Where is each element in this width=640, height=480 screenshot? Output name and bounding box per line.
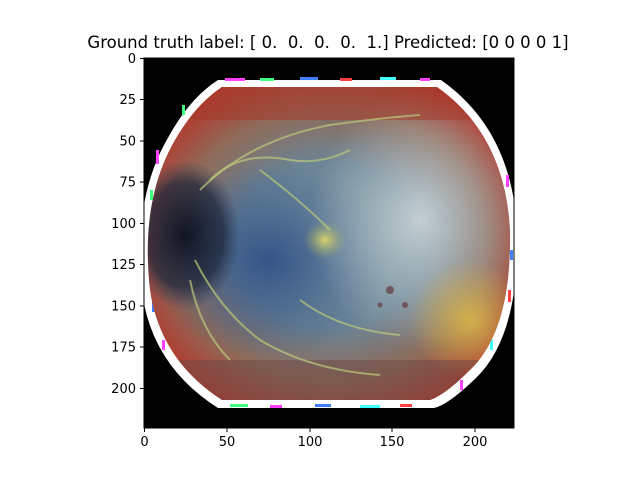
y-tick-label: 25 <box>119 93 136 108</box>
y-tick-label: 150 <box>111 300 136 315</box>
retina-fundus-image <box>147 87 511 400</box>
y-tick-label: 0 <box>128 52 136 67</box>
y-tick-label: 50 <box>119 135 136 150</box>
x-tick-label: 50 <box>219 435 236 450</box>
x-tick-label: 200 <box>463 435 488 450</box>
x-tick-label: 150 <box>380 435 405 450</box>
y-tick-label: 75 <box>119 176 136 191</box>
y-tick-label: 200 <box>111 382 136 397</box>
y-axis: 0 25 50 75 100 125 150 175 200 <box>111 52 144 397</box>
x-tick-label: 100 <box>298 435 323 450</box>
x-axis: 0 50 100 150 200 <box>140 428 487 450</box>
y-tick-label: 125 <box>111 258 136 273</box>
y-tick-label: 100 <box>111 217 136 232</box>
figure-title: Ground truth label: [ 0. 0. 0. 0. 1.] Pr… <box>87 33 569 52</box>
y-tick-label: 175 <box>111 341 136 356</box>
x-tick-label: 0 <box>140 435 148 450</box>
axes-frame <box>143 57 515 429</box>
